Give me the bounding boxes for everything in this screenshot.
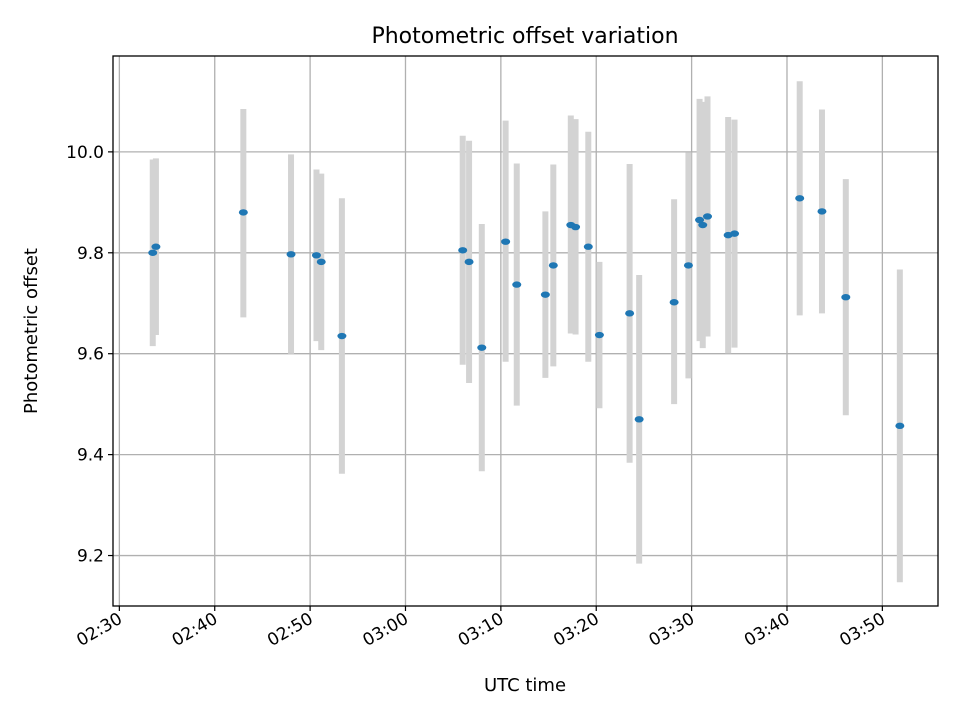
data-point [795,195,805,202]
data-point [817,208,827,215]
data-point [151,243,161,250]
data-point [464,258,474,266]
y-tick-label: 9.8 [77,244,104,264]
data-point [548,262,558,269]
data-point [703,213,713,220]
data-point [625,310,635,317]
data-point [286,251,296,258]
data-point [669,299,679,306]
data-point [695,216,705,224]
data-point [634,416,644,423]
data-points [148,195,905,430]
data-point [316,258,326,266]
data-point [458,247,468,254]
plot-frame [112,55,939,607]
grid [113,56,938,606]
data-point [683,262,693,269]
data-point [571,223,581,231]
data-point [594,331,604,339]
chart-title: Photometric offset variation [371,24,678,49]
data-point [148,249,158,256]
data-point [311,252,321,259]
data-point [238,209,248,216]
data-point [895,422,905,430]
data-point [698,221,708,229]
data-point [501,238,511,245]
y-axis-ticks: 9.2 9.4 9.6 9.8 10.0 [66,143,113,567]
y-tick-label: 9.4 [77,446,104,466]
data-point [540,291,550,298]
x-axis-label: UTC time [484,675,566,696]
y-axis-label: Photometric offset [21,248,42,414]
y-tick-label: 10.0 [66,143,104,163]
data-point [841,293,851,301]
y-tick-label: 9.2 [77,547,104,567]
data-point [477,344,487,351]
data-point [337,332,347,340]
y-tick-label: 9.6 [77,345,104,365]
data-point [730,230,740,237]
data-point [512,281,522,288]
data-point [583,243,593,250]
